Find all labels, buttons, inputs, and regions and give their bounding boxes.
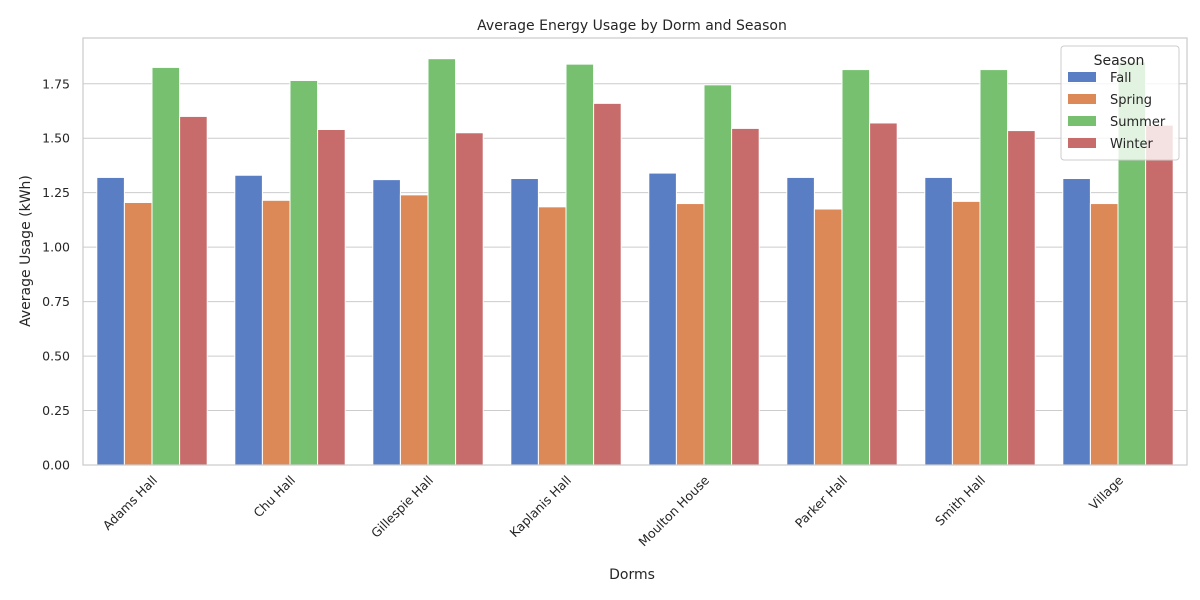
legend-label-fall: Fall <box>1110 71 1131 86</box>
bar-fall-0 <box>96 176 125 466</box>
bar-summer-0 <box>151 66 181 466</box>
x-tick-label: Smith Hall <box>932 473 988 529</box>
x-tick-label: Parker Hall <box>792 473 850 531</box>
bar-summer-5 <box>841 69 871 466</box>
legend-swatch-spring <box>1068 94 1096 104</box>
y-tick-label: 1.75 <box>42 76 70 91</box>
bars <box>96 58 1174 466</box>
bar-winter-6 <box>1007 130 1036 466</box>
x-tick-label: Moulton House <box>635 472 712 549</box>
bar-spring-1 <box>261 199 291 466</box>
bar-spring-3 <box>537 206 567 466</box>
y-tick-label: 0.00 <box>42 458 70 473</box>
x-tick-label: Adams Hall <box>100 473 161 534</box>
bar-winter-0 <box>179 115 208 466</box>
bar-fall-7 <box>1062 178 1091 466</box>
bar-summer-6 <box>979 69 1009 466</box>
bar-fall-1 <box>234 174 263 466</box>
bar-summer-2 <box>427 58 457 466</box>
x-tick-label: Kaplanis Hall <box>507 473 575 541</box>
y-axis-label: Average Usage (kWh) <box>18 175 34 327</box>
legend-label-summer: Summer <box>1110 115 1166 130</box>
legend-swatch-fall <box>1068 72 1096 82</box>
legend-title: Season <box>1094 53 1145 69</box>
legend-items: Fall Spring Summer Winter <box>1068 71 1166 152</box>
legend-swatch-summer <box>1068 116 1096 126</box>
y-tick-label: 1.00 <box>42 240 70 255</box>
bar-fall-6 <box>924 176 953 466</box>
bar-summer-1 <box>289 79 319 466</box>
bar-winter-5 <box>869 122 898 466</box>
bar-winter-1 <box>317 129 346 466</box>
y-tick-label: 0.25 <box>42 403 70 418</box>
chart-title: Average Energy Usage by Dorm and Season <box>477 18 787 34</box>
legend: Season Fall Spring Summer Winter <box>1060 45 1180 161</box>
bar-spring-0 <box>123 201 153 466</box>
y-tick-label: 0.75 <box>42 294 70 309</box>
x-tick-label: Gillespie Hall <box>368 473 436 541</box>
bar-fall-5 <box>786 176 815 466</box>
bar-summer-3 <box>565 63 595 466</box>
x-tick-label: Chu Hall <box>250 473 298 521</box>
y-tick-label: 1.50 <box>42 131 70 146</box>
x-tick-labels: Adams Hall Chu Hall Gillespie Hall Kaplanis… <box>100 472 1127 549</box>
bar-spring-4 <box>675 203 705 466</box>
x-tick-label: Village <box>1086 472 1127 513</box>
bar-winter-4 <box>731 127 760 466</box>
bar-winter-2 <box>455 132 484 466</box>
legend-swatch-winter <box>1068 138 1096 148</box>
bar-spring-2 <box>399 194 429 466</box>
bar-spring-5 <box>813 208 843 466</box>
plot-frame <box>82 37 1188 466</box>
y-tick-label: 0.50 <box>42 349 70 364</box>
x-axis-label: Dorms <box>609 567 655 583</box>
bar-summer-4 <box>703 84 733 466</box>
bar-fall-3 <box>510 178 539 466</box>
legend-label-spring: Spring <box>1110 93 1152 108</box>
bar-fall-4 <box>648 172 677 466</box>
bar-spring-7 <box>1089 203 1119 466</box>
y-tick-labels: 0.00 0.25 0.50 0.75 1.00 1.25 1.50 1.75 <box>42 76 70 472</box>
bar-spring-6 <box>951 200 981 466</box>
bar-winter-7 <box>1145 124 1174 466</box>
bar-winter-3 <box>593 102 622 466</box>
y-tick-label: 1.25 <box>42 185 70 200</box>
bar-fall-2 <box>372 179 401 466</box>
legend-label-winter: Winter <box>1110 137 1154 152</box>
